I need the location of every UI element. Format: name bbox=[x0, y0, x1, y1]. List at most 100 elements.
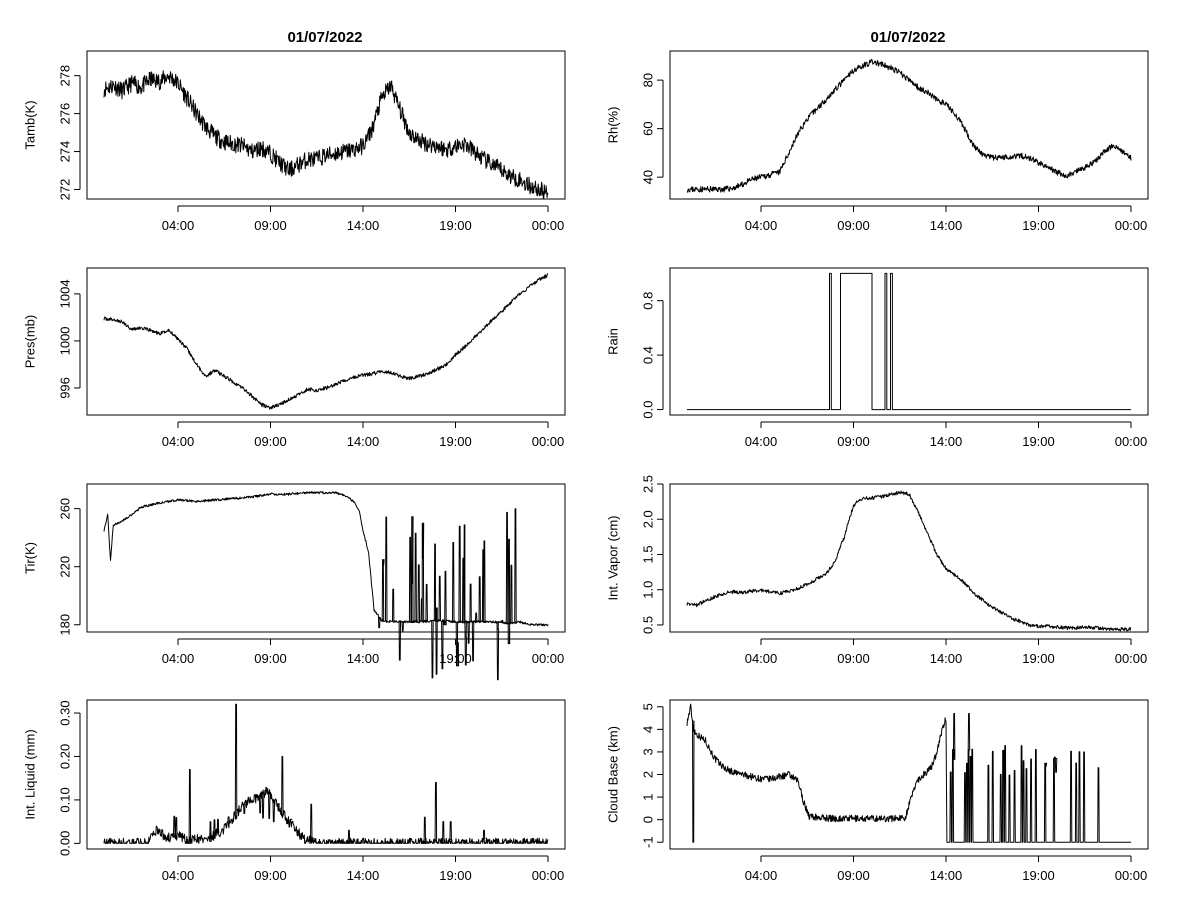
y-tick-label: 278 bbox=[58, 65, 73, 87]
y-axis: 0.5 1.0 1.5 2.0 2.5 bbox=[641, 475, 664, 634]
y-tick-label: 220 bbox=[58, 556, 73, 578]
series-line-vapor bbox=[686, 490, 1132, 632]
x-tick-label: 00:00 bbox=[1115, 868, 1148, 883]
y-axis-label: Rain bbox=[606, 328, 621, 355]
x-axis: 04:00 09:00 14:00 19:00 00:00 bbox=[162, 855, 564, 883]
x-tick-label: 00:00 bbox=[1115, 651, 1148, 666]
y-axis-label: Rh(%) bbox=[606, 107, 621, 144]
plot-frame bbox=[669, 699, 1149, 850]
x-tick-label: 19:00 bbox=[439, 868, 472, 883]
y-axis: 996 1000 1004 bbox=[58, 279, 81, 399]
y-tick-label: 2 bbox=[641, 771, 656, 778]
right-column-title: 01/07/2022 bbox=[870, 29, 945, 46]
panel-tir: 04:00 09:00 14:00 19:00 00:00 180 220 260 Tir(K) bbox=[23, 483, 566, 681]
x-tick-label: 09:00 bbox=[837, 868, 870, 883]
y-tick-label: 2.0 bbox=[641, 510, 656, 528]
y-tick-label: 40 bbox=[641, 170, 656, 184]
y-tick-label: 0.0 bbox=[641, 401, 656, 419]
series-line-rh bbox=[686, 58, 1132, 193]
y-tick-label: -1 bbox=[641, 836, 656, 848]
panel-vapor: 04:00 09:00 14:00 19:00 00:00 0.5 1.0 1.5 2.0 2.5… bbox=[606, 475, 1149, 666]
x-tick-label: 04:00 bbox=[162, 218, 195, 233]
left-column-title: 01/07/2022 bbox=[287, 29, 362, 46]
x-axis: 04:00 09:00 14:00 19:00 00:00 bbox=[745, 205, 1148, 233]
y-axis-label: Pres(mb) bbox=[23, 315, 38, 368]
x-tick-label: 09:00 bbox=[254, 868, 287, 883]
x-tick-label: 00:00 bbox=[532, 651, 565, 666]
plot-frame bbox=[86, 483, 566, 633]
x-tick-label: 04:00 bbox=[745, 434, 778, 449]
panel-rain: 04:00 09:00 14:00 19:00 00:00 0.0 0.4 0.8 Rain bbox=[606, 267, 1149, 449]
x-tick-label: 19:00 bbox=[439, 218, 472, 233]
y-axis: 0.0 0.4 0.8 bbox=[641, 292, 664, 419]
x-tick-label: 09:00 bbox=[837, 218, 870, 233]
x-tick-label: 09:00 bbox=[254, 434, 287, 449]
plot-frame bbox=[86, 699, 566, 850]
series-line-tamb bbox=[103, 70, 549, 200]
x-tick-label: 14:00 bbox=[347, 868, 380, 883]
panel-rh: 04:00 09:00 14:00 19:00 00:00 40 60 80 Rh(%) bbox=[606, 50, 1149, 233]
x-tick-label: 19:00 bbox=[439, 434, 472, 449]
y-axis: 40 60 80 bbox=[641, 73, 664, 184]
panel-pres: 04:00 09:00 14:00 19:00 00:00 996 1000 1004 Pres… bbox=[23, 267, 566, 449]
y-axis: -1 0 1 2 3 4 5 bbox=[641, 703, 664, 848]
x-tick-label: 09:00 bbox=[837, 434, 870, 449]
series-line-liquid bbox=[103, 703, 549, 844]
x-tick-label: 00:00 bbox=[532, 434, 565, 449]
y-tick-label: 1004 bbox=[58, 279, 73, 308]
x-axis: 04:00 09:00 14:00 19:00 00:00 bbox=[745, 421, 1148, 449]
y-axis-label: Tamb(K) bbox=[23, 100, 38, 149]
x-tick-label: 19:00 bbox=[1022, 651, 1055, 666]
x-tick-label: 00:00 bbox=[1115, 218, 1148, 233]
plot-frame bbox=[86, 267, 566, 416]
x-tick-label: 04:00 bbox=[745, 868, 778, 883]
x-axis: 04:00 09:00 14:00 19:00 00:00 bbox=[162, 638, 565, 666]
y-tick-label: 2.5 bbox=[641, 475, 656, 493]
x-tick-label: 04:00 bbox=[162, 651, 195, 666]
plot-frame bbox=[669, 50, 1149, 200]
x-axis: 04:00 09:00 14:00 19:00 00:00 bbox=[162, 205, 565, 233]
plot-frame bbox=[669, 483, 1149, 633]
panel-tamb: 04:00 09:00 14:00 19:00 00:00 272 274 276 278 Tam… bbox=[23, 50, 566, 233]
y-axis-label: Int. Vapor (cm) bbox=[606, 515, 621, 600]
y-axis-label: Cloud Base (km) bbox=[606, 726, 621, 823]
plot-frame bbox=[669, 267, 1149, 416]
panels: 04:00 09:00 14:00 19:00 00:00 272 274 276 278 Tam… bbox=[23, 50, 1149, 883]
y-axis-label: Tir(K) bbox=[23, 542, 38, 574]
y-tick-label: 0.8 bbox=[641, 292, 656, 310]
panel-liquid: 04:00 09:00 14:00 19:00 00:00 0.00 0.10 0.20 0.3… bbox=[23, 699, 566, 883]
x-axis: 04:00 09:00 14:00 19:00 00:00 bbox=[745, 638, 1148, 666]
y-tick-label: 60 bbox=[641, 121, 656, 135]
series-line-rain bbox=[687, 272, 1131, 411]
x-tick-label: 14:00 bbox=[930, 218, 963, 233]
y-tick-label: 274 bbox=[58, 141, 73, 163]
x-tick-label: 04:00 bbox=[745, 651, 778, 666]
x-tick-label: 04:00 bbox=[162, 434, 195, 449]
x-axis: 04:00 09:00 14:00 19:00 00:00 bbox=[745, 855, 1148, 883]
x-tick-label: 14:00 bbox=[347, 218, 380, 233]
x-tick-label: 00:00 bbox=[532, 218, 565, 233]
y-axis: 272 274 276 278 bbox=[58, 65, 81, 200]
series-line-pres bbox=[103, 273, 549, 410]
y-tick-label: 996 bbox=[58, 377, 73, 399]
x-tick-label: 09:00 bbox=[254, 218, 287, 233]
x-tick-label: 14:00 bbox=[347, 434, 380, 449]
x-tick-label: 04:00 bbox=[745, 218, 778, 233]
x-tick-label: 00:00 bbox=[1115, 434, 1148, 449]
y-tick-label: 0 bbox=[641, 816, 656, 823]
y-tick-label: 0.20 bbox=[58, 744, 73, 769]
x-tick-label: 09:00 bbox=[254, 651, 287, 666]
y-tick-label: 0.10 bbox=[58, 787, 73, 812]
y-tick-label: 80 bbox=[641, 73, 656, 87]
plot-frame bbox=[86, 50, 566, 200]
y-tick-label: 0.30 bbox=[58, 700, 73, 725]
y-tick-label: 3 bbox=[641, 748, 656, 755]
y-axis-label: Int. Liquid (mm) bbox=[23, 729, 38, 819]
x-tick-label: 19:00 bbox=[1022, 434, 1055, 449]
y-tick-label: 0.5 bbox=[641, 616, 656, 634]
x-axis: 04:00 09:00 14:00 19:00 00:00 bbox=[162, 421, 565, 449]
series-line-cloudbase bbox=[686, 703, 1131, 843]
y-axis: 180 220 260 bbox=[58, 498, 81, 636]
